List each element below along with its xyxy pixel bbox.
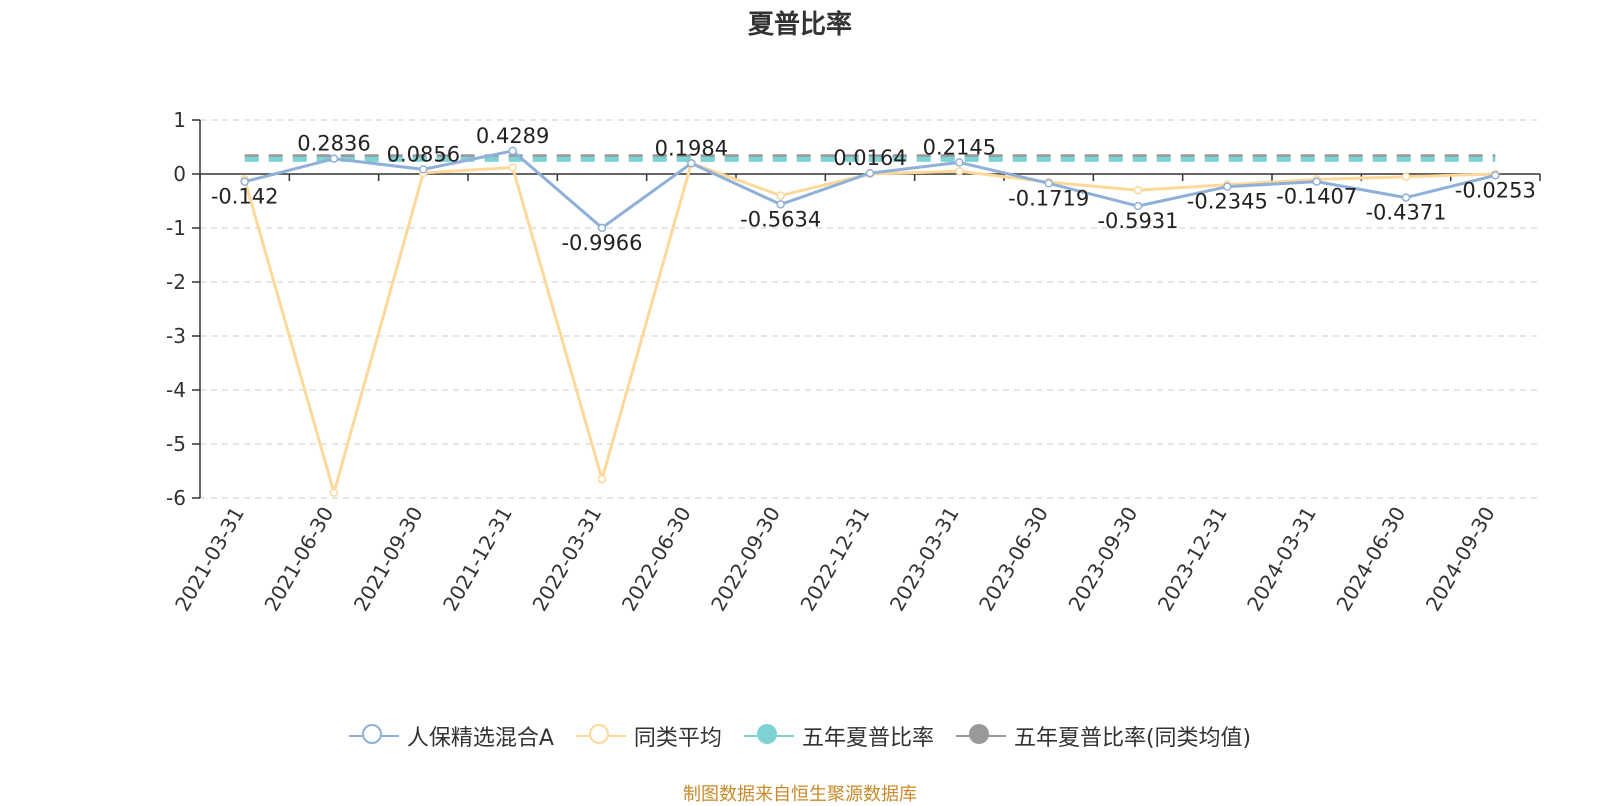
y-tick-label: -5	[166, 432, 186, 456]
y-tick-label: 0	[173, 162, 186, 186]
data-label: -0.2345	[1187, 190, 1268, 214]
fund-point	[1223, 182, 1232, 191]
peer-average-point	[329, 488, 339, 497]
y-tick-label: -4	[166, 378, 186, 402]
x-tick-label: 2024-09-30	[1421, 503, 1500, 616]
legend-label-five-year-sharpe: 五年夏普比率	[801, 726, 934, 751]
data-label: 0.1984	[655, 136, 728, 160]
legend-label-five-year-sharpe-peer: 五年夏普比率(同类均值)	[1013, 726, 1252, 751]
fund-point	[419, 165, 428, 174]
data-label: 0.2836	[297, 132, 370, 156]
x-tick-label: 2021-06-30	[259, 503, 338, 616]
data-label: -0.4371	[1365, 201, 1446, 225]
x-tick-label: 2023-09-30	[1063, 503, 1142, 616]
y-tick-label: -1	[166, 216, 186, 240]
legend-label-peer-average: 同类平均	[633, 726, 722, 751]
data-label: -0.5931	[1097, 209, 1178, 233]
y-tick-label: -2	[166, 270, 186, 294]
data-label: -0.0253	[1455, 178, 1536, 202]
data-label: -0.1719	[1008, 186, 1089, 210]
data-labels: -0.142 0.2836 0.0856 0.4289 -0.9966 0.1984 -0.…	[211, 124, 1536, 255]
peer-average-point	[508, 163, 517, 172]
fund-point	[329, 154, 339, 163]
data-label: -0.1407	[1276, 185, 1357, 209]
fund-point	[1133, 201, 1143, 211]
fund-point	[687, 159, 696, 168]
data-label: -0.142	[211, 185, 279, 209]
fund-point	[1044, 179, 1053, 188]
peer-average-point	[1133, 185, 1143, 195]
data-label: 0.0856	[387, 142, 460, 166]
x-tick-label: 2023-06-30	[974, 503, 1053, 616]
x-tick-label: 2021-03-31	[170, 503, 249, 616]
data-label: -0.5634	[740, 207, 821, 231]
fund-point	[240, 177, 249, 186]
y-tick-label: 1	[173, 108, 186, 132]
peer-average-point	[597, 474, 607, 484]
x-tick-label: 2024-06-30	[1331, 503, 1410, 616]
x-tick-label: 2022-12-31	[795, 503, 874, 616]
fund-point	[776, 200, 785, 209]
y-tick-label: -3	[166, 324, 186, 348]
filled-circle-icon	[743, 724, 794, 748]
x-tick-label: 2022-09-30	[706, 503, 785, 616]
data-label: 0.4289	[476, 124, 549, 148]
peer-average-line	[243, 161, 1496, 495]
x-tick-label: 2021-12-31	[438, 503, 517, 616]
legend-item-fund[interactable]: 人保精选混合A	[348, 720, 554, 752]
x-tick-label: 2022-06-30	[617, 503, 696, 616]
filled-circle-icon	[955, 724, 1006, 748]
x-tick-label: 2023-12-31	[1153, 503, 1232, 616]
hollow-circle-icon	[348, 724, 399, 748]
legend-item-five-year-sharpe[interactable]: 五年夏普比率	[743, 720, 934, 752]
legend: 人保精选混合A 同类平均 五年夏普比率 五年夏普比率(同类均值)	[0, 720, 1600, 752]
data-label: 0.2145	[923, 135, 996, 159]
legend-label-fund: 人保精选混合A	[406, 726, 554, 751]
data-label: -0.9966	[561, 231, 642, 255]
series-lines	[240, 146, 1500, 497]
peer-average-point	[955, 167, 964, 176]
chart-title: 夏普比率	[747, 10, 852, 40]
x-tick-label: 2023-03-31	[885, 502, 964, 615]
peer-average-point	[776, 191, 785, 200]
hollow-circle-icon	[575, 724, 626, 748]
fund-point	[508, 146, 517, 156]
fund-point	[597, 223, 607, 233]
x-tick-label: 2024-03-31	[1242, 503, 1321, 616]
x-tick-label: 2021-09-30	[349, 503, 428, 616]
fund-point	[865, 168, 875, 178]
x-tick-label: 2022-03-31	[527, 503, 606, 616]
data-label: 0.0164	[833, 146, 906, 170]
data-source-note: 制图数据来自恒生聚源数据库	[683, 784, 917, 805]
fund-point	[1312, 177, 1321, 186]
reference-lines	[244, 154, 1496, 162]
peer-average-point	[1401, 172, 1411, 181]
grid-lines	[200, 119, 1540, 499]
fund-point	[955, 158, 964, 167]
fund-point	[1491, 171, 1500, 180]
legend-item-five-year-sharpe-peer[interactable]: 五年夏普比率(同类均值)	[955, 720, 1252, 752]
legend-item-peer-average[interactable]: 同类平均	[575, 720, 722, 752]
fund-point	[1401, 193, 1411, 202]
y-tick-label: -6	[166, 486, 186, 510]
